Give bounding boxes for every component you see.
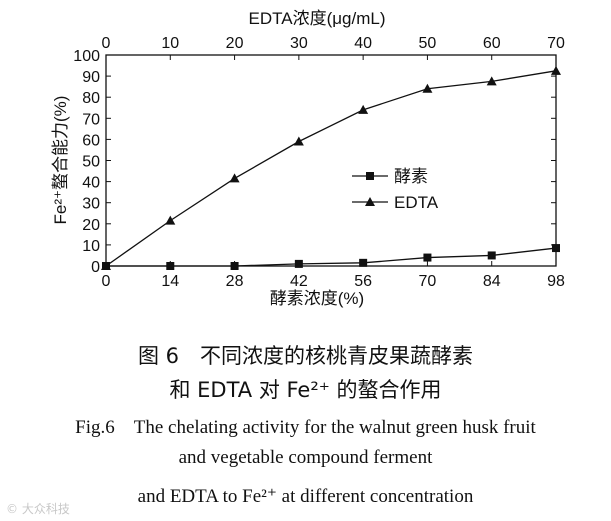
x-tick-label-bottom: 98 — [547, 273, 565, 290]
x-tick-label-bottom: 42 — [290, 273, 308, 290]
x-tick-label-top: 10 — [161, 35, 179, 52]
edta-point — [293, 136, 304, 146]
edta-point — [486, 76, 497, 86]
ferment-point — [359, 258, 368, 267]
x-tick-label-top: 50 — [419, 35, 437, 52]
edta-point — [101, 261, 111, 270]
legend-marker — [365, 197, 375, 206]
ferment-point — [166, 262, 175, 270]
top-axis-label: EDTA浓度(μg/mL) — [249, 9, 386, 28]
legend-label: EDTA — [394, 193, 439, 212]
y-tick-label: 100 — [73, 48, 100, 65]
watermark: © 大众科技 — [6, 502, 70, 516]
edta-point — [165, 215, 176, 225]
legend-marker — [366, 172, 374, 180]
x-tick-label-top: 60 — [483, 35, 501, 52]
plot-frame — [105, 54, 557, 267]
caption-cn-line1: 图 6 不同浓度的核桃青皮果蔬酵素 — [137, 344, 474, 368]
caption-en-line3: and EDTA to Fe²⁺ at different concentrat… — [137, 486, 474, 507]
edta-point — [422, 83, 433, 93]
y-tick-label: 90 — [82, 69, 100, 86]
y-axis-label: Fe²⁺螯合能力(%) — [51, 96, 70, 225]
y-tick-label: 70 — [82, 111, 100, 128]
ferment-point — [294, 259, 303, 268]
x-tick-label-top: 0 — [102, 35, 111, 52]
y-tick-label: 80 — [82, 90, 100, 107]
y-tick-label: 30 — [82, 196, 100, 213]
x-tick-label-bottom: 14 — [161, 273, 179, 290]
x-tick-label-bottom: 84 — [483, 273, 501, 290]
caption-cn-line2: 和 EDTA 对 Fe²⁺ 的螯合作用 — [169, 378, 442, 402]
x-tick-label-top: 70 — [547, 35, 565, 52]
edta-point — [358, 104, 369, 114]
y-tick-label: 10 — [82, 238, 100, 255]
x-tick-label-bottom: 28 — [226, 273, 244, 290]
caption-en-line2: and vegetable compound ferment — [178, 447, 433, 468]
x-tick-label-bottom: 56 — [354, 273, 372, 290]
y-tick-label: 60 — [82, 132, 100, 149]
legend-label: 酵素 — [394, 167, 428, 186]
series-line-edta — [105, 70, 557, 267]
x-tick-label-top: 40 — [354, 35, 372, 52]
series-line-ferment — [106, 247, 557, 267]
y-tick-label: 0 — [91, 259, 100, 276]
ferment-point — [423, 253, 432, 262]
x-tick-label-bottom: 0 — [102, 273, 111, 290]
edta-point — [229, 173, 240, 183]
ferment-point — [552, 244, 560, 253]
bottom-axis-label: 酵素浓度(%) — [270, 289, 364, 308]
x-tick-label-top: 20 — [226, 35, 244, 52]
edta-point — [551, 65, 561, 75]
ferment-point — [230, 262, 239, 270]
caption-en-line1: Fig.6 The chelating activity for the wal… — [75, 417, 536, 438]
ferment-point — [487, 251, 496, 260]
y-tick-label: 40 — [82, 175, 100, 192]
x-tick-label-top: 30 — [290, 35, 308, 52]
y-tick-label: 50 — [82, 154, 100, 171]
y-tick-label: 20 — [82, 217, 100, 234]
x-tick-label-bottom: 70 — [419, 273, 437, 290]
